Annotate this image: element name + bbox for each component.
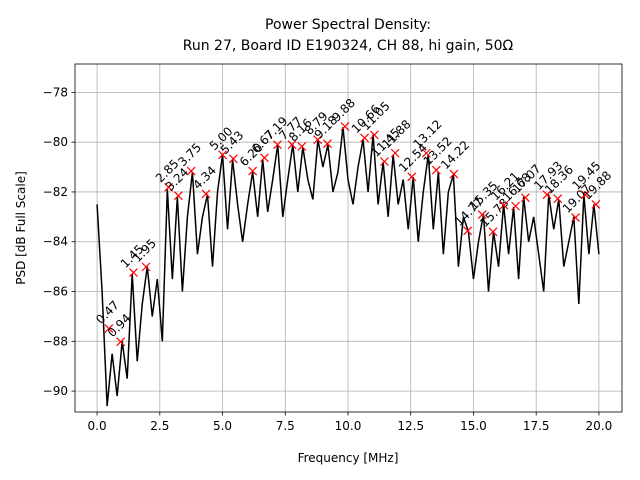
peak-label: 1.95 bbox=[130, 236, 159, 265]
peak-marker bbox=[360, 133, 369, 143]
peak-marker bbox=[260, 153, 269, 163]
y-tick-label: −88 bbox=[43, 334, 68, 348]
peak-marker bbox=[164, 182, 174, 192]
peak-marker bbox=[186, 166, 196, 176]
peak-marker bbox=[421, 148, 431, 158]
peak-marker bbox=[104, 324, 114, 334]
peak-marker-cross bbox=[287, 140, 297, 150]
peak-marker-cross bbox=[571, 213, 581, 223]
peak-marker-cross bbox=[520, 193, 530, 203]
peak-marker-cross bbox=[322, 139, 332, 149]
peak-marker-cross bbox=[297, 141, 307, 151]
peak-marker bbox=[228, 154, 238, 164]
y-tick-label: −78 bbox=[43, 85, 68, 99]
peak-marker bbox=[129, 268, 138, 278]
x-tick-label: 2.5 bbox=[150, 419, 169, 433]
peak-marker-cross bbox=[390, 148, 400, 158]
y-tick-label: −86 bbox=[43, 285, 68, 299]
peak-marker bbox=[340, 122, 350, 131]
peak-marker bbox=[218, 150, 227, 160]
peak-marker-cross bbox=[511, 201, 521, 211]
peak-marker-cross bbox=[116, 337, 126, 347]
peak-marker bbox=[542, 190, 552, 200]
peak-marker bbox=[116, 337, 126, 347]
plot-frame bbox=[74, 63, 623, 413]
peak-marker-cross bbox=[463, 226, 473, 236]
chart-title: Run 27, Board ID E190324, CH 88, hi gain… bbox=[183, 38, 514, 54]
peak-marker bbox=[580, 190, 590, 200]
peak-marker bbox=[449, 169, 459, 179]
peak-marker bbox=[369, 130, 379, 140]
peak-marker-cross bbox=[591, 199, 601, 209]
peak-marker-cross bbox=[218, 150, 227, 160]
peak-marker-cross bbox=[488, 227, 498, 237]
peak-marker-cross bbox=[421, 148, 431, 158]
peak-marker bbox=[297, 141, 307, 151]
peak-marker-cross bbox=[340, 122, 350, 131]
y-tick-label: −90 bbox=[43, 384, 68, 398]
peak-marker bbox=[248, 166, 258, 176]
peak-marker bbox=[553, 194, 563, 204]
peak-marker-cross bbox=[201, 189, 211, 199]
y-tick-label: −82 bbox=[43, 185, 68, 199]
peak-marker-cross bbox=[431, 165, 441, 175]
peak-marker-cross bbox=[273, 140, 282, 150]
peak-marker bbox=[390, 148, 400, 158]
peak-marker-cross bbox=[260, 153, 269, 163]
x-tick-label: 20.0 bbox=[586, 419, 613, 433]
peak-marker bbox=[499, 200, 509, 210]
peak-marker bbox=[379, 157, 389, 167]
x-tick-label: 7.5 bbox=[276, 419, 295, 433]
y-axis-label: PSD [dB Full Scale] bbox=[14, 171, 28, 285]
x-tick-label: 12.5 bbox=[397, 419, 424, 433]
peak-marker-cross bbox=[186, 166, 196, 176]
peak-marker-cross bbox=[379, 157, 389, 167]
peak-label: 3.75 bbox=[175, 140, 204, 169]
peak-marker bbox=[591, 199, 601, 209]
peak-marker-cross bbox=[129, 268, 138, 278]
peak-marker-cross bbox=[313, 135, 323, 145]
peak-marker bbox=[477, 210, 487, 220]
peak-marker-cross bbox=[553, 194, 563, 204]
y-tick-label: −80 bbox=[43, 135, 68, 149]
peak-marker-cross bbox=[173, 191, 183, 201]
x-tick-label: 5.0 bbox=[213, 419, 232, 433]
y-tick-label: −84 bbox=[43, 235, 68, 249]
peak-marker-cross bbox=[477, 210, 487, 220]
peak-marker-cross bbox=[542, 190, 552, 200]
chart-title: Power Spectral Density: bbox=[265, 17, 431, 33]
peak-marker bbox=[407, 172, 417, 182]
peak-marker bbox=[520, 193, 530, 203]
peak-marker bbox=[201, 189, 211, 199]
peak-marker bbox=[322, 139, 332, 149]
peak-marker-cross bbox=[449, 169, 459, 179]
peak-marker-cross bbox=[248, 166, 258, 176]
peak-marker bbox=[287, 140, 297, 150]
peak-marker-cross bbox=[499, 200, 509, 210]
peak-marker bbox=[313, 135, 323, 145]
x-tick-label: 0.0 bbox=[88, 419, 107, 433]
peak-marker bbox=[273, 140, 282, 150]
peak-marker-cross bbox=[228, 154, 238, 164]
peak-marker bbox=[431, 165, 441, 175]
peak-marker-cross bbox=[580, 190, 590, 200]
peak-marker bbox=[141, 262, 151, 272]
x-axis-label: Frequency [MHz] bbox=[298, 451, 399, 465]
peak-marker-cross bbox=[360, 133, 369, 143]
peak-marker-cross bbox=[104, 324, 114, 334]
peak-marker-cross bbox=[164, 182, 174, 192]
psd-line bbox=[96, 127, 600, 407]
x-tick-label: 10.0 bbox=[335, 419, 362, 433]
x-tick-label: 17.5 bbox=[523, 419, 550, 433]
peak-marker-cross bbox=[369, 130, 379, 140]
peak-marker bbox=[463, 226, 473, 236]
peak-marker bbox=[511, 201, 521, 211]
x-tick-label: 15.0 bbox=[460, 419, 487, 433]
peak-marker-cross bbox=[141, 262, 151, 272]
peak-marker bbox=[488, 227, 498, 237]
peak-marker bbox=[173, 191, 183, 201]
peak-marker bbox=[571, 213, 581, 223]
peak-marker-cross bbox=[407, 172, 417, 182]
